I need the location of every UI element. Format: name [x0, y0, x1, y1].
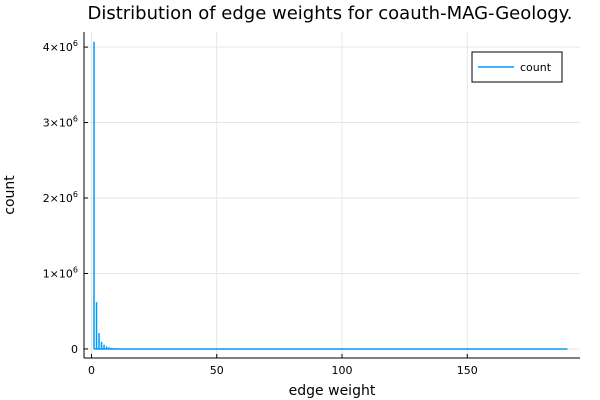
y-tick-base: 3×10 — [43, 117, 73, 130]
y-tick-exponent: 6 — [73, 190, 78, 199]
y-tick-base: 0 — [71, 343, 78, 356]
y-tick-base: 4×10 — [43, 41, 73, 54]
y-tick-base: 1×10 — [43, 267, 73, 280]
y-tick-exponent: 6 — [73, 115, 78, 124]
x-ticks: 0 50 100 150 — [88, 354, 478, 377]
y-tick-exponent: 6 — [73, 265, 78, 274]
x-tick-label: 100 — [332, 364, 353, 377]
legend: count — [471, 51, 563, 83]
y-tick-exponent: 6 — [73, 39, 78, 48]
y-axis-label: count — [2, 175, 18, 215]
chart-title: Distribution of edge weights for coauth-… — [87, 3, 572, 24]
y-tick-label: 1×106 — [43, 265, 78, 280]
y-tick-label: 4×106 — [43, 39, 78, 54]
y-tick-label: 3×106 — [43, 115, 78, 130]
legend-entry-count: count — [520, 61, 552, 74]
plot-series — [93, 41, 569, 350]
y-tick-base: 2×10 — [43, 192, 73, 205]
axes — [83, 32, 580, 359]
y-tick-label: 0 — [71, 343, 78, 356]
x-tick-label: 0 — [88, 364, 95, 377]
x-tick-label: 50 — [210, 364, 224, 377]
x-axis-label: edge weight — [289, 383, 376, 399]
x-tick-label: 150 — [457, 364, 478, 377]
y-tick-label: 2×106 — [43, 190, 78, 205]
